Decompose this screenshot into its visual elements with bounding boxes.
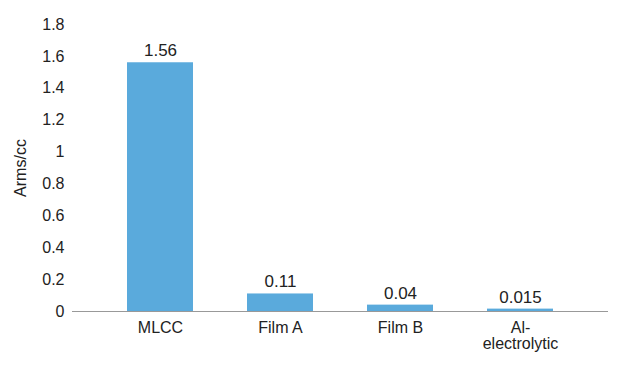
svg-text:Film B: Film B (378, 319, 423, 336)
svg-text:Al-electrolytic: Al-electrolytic (483, 319, 559, 352)
svg-text:0: 0 (56, 303, 65, 320)
svg-text:1: 1 (56, 143, 65, 160)
svg-text:1.56: 1.56 (144, 41, 177, 60)
svg-text:1.6: 1.6 (42, 48, 64, 65)
svg-text:1.8: 1.8 (42, 16, 64, 33)
svg-text:1.2: 1.2 (42, 111, 64, 128)
svg-text:MLCC: MLCC (138, 319, 183, 336)
svg-text:0.8: 0.8 (42, 175, 64, 192)
svg-text:0.2: 0.2 (42, 271, 64, 288)
svg-text:0.11: 0.11 (265, 272, 297, 291)
svg-text:Arms/cc: Arms/cc (12, 139, 29, 197)
svg-text:1.4: 1.4 (42, 79, 64, 96)
svg-text:Film A: Film A (258, 319, 303, 336)
svg-text:0.015: 0.015 (499, 288, 542, 307)
svg-text:0.6: 0.6 (42, 207, 64, 224)
svg-text:0.04: 0.04 (384, 284, 417, 303)
svg-text:0.4: 0.4 (42, 239, 64, 256)
